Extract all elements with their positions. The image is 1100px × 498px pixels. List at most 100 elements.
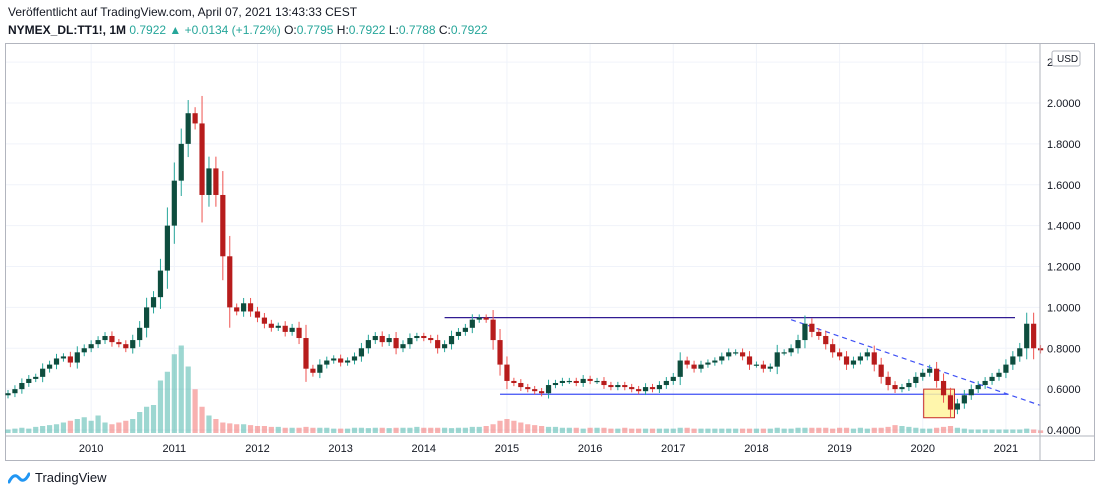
volume-bar xyxy=(733,428,739,433)
volume-bar xyxy=(123,420,129,433)
volume-bar xyxy=(310,427,316,433)
candle-body xyxy=(26,378,32,383)
candle-body xyxy=(324,360,330,365)
candle-body xyxy=(164,225,170,271)
candle-body xyxy=(123,344,129,349)
low-label: L: xyxy=(388,23,399,37)
volume-bar xyxy=(885,426,891,433)
price-tick-label: 1.6000 xyxy=(1047,180,1081,192)
volume-bar xyxy=(573,427,579,433)
volume-bar xyxy=(642,428,649,433)
candle-body xyxy=(317,364,323,373)
candle-body xyxy=(525,387,531,390)
volume-bar xyxy=(857,427,863,433)
candle-body xyxy=(622,385,628,388)
publish-caption: Veröffentlicht auf TradingView.com, Apri… xyxy=(8,5,358,19)
candle-body xyxy=(559,380,565,383)
candle-body xyxy=(691,364,697,369)
volume-bar xyxy=(400,427,406,433)
volume-bar xyxy=(74,419,80,433)
candle-body xyxy=(642,387,649,392)
candle-body xyxy=(421,335,427,339)
volume-bar xyxy=(441,427,448,433)
volume-bar xyxy=(338,428,344,433)
candle-body xyxy=(386,338,392,343)
candle-body xyxy=(906,382,912,388)
volume-bar xyxy=(428,427,434,433)
price-axis[interactable]: 2.20002.00001.80001.60001.40001.20001.00… xyxy=(1039,44,1081,461)
volume-bar xyxy=(864,428,870,433)
candle-body xyxy=(407,338,413,345)
candle-body xyxy=(954,403,961,410)
change-arrow-icon: ▲ xyxy=(169,23,182,37)
symbol-label[interactable]: NYMEX_DL:TT1!, 1M xyxy=(8,23,127,37)
volume-bar xyxy=(892,425,898,433)
chart-frame[interactable] xyxy=(5,43,1095,461)
candle-body xyxy=(282,325,288,332)
high-value: 0.7922 xyxy=(348,23,386,37)
low-value: 0.7788 xyxy=(398,23,436,37)
candle-body xyxy=(712,360,718,363)
candle-body xyxy=(60,356,67,359)
candle-body xyxy=(566,380,572,383)
candle-body xyxy=(726,352,732,357)
volume-bar xyxy=(636,428,642,433)
candle-body xyxy=(178,143,184,181)
volume-bar xyxy=(511,420,517,433)
volume-bar xyxy=(726,428,732,433)
volume-bar xyxy=(386,428,392,433)
time-axis[interactable]: 2010 2011 2012 2013 2014 2015 2016 2017 2018 2019… xyxy=(6,435,1094,455)
candle-body xyxy=(441,344,448,349)
candlestick-series xyxy=(5,95,1044,418)
candle-body xyxy=(878,364,884,377)
candle-body xyxy=(982,380,988,386)
volume-bar xyxy=(144,406,150,433)
price-tick-label: 0.8000 xyxy=(1047,343,1081,355)
volume-bar xyxy=(982,429,988,433)
volume-bars xyxy=(5,345,1044,433)
time-tick-label: 2017 xyxy=(661,443,685,455)
candle-body xyxy=(137,327,143,341)
candle-body xyxy=(601,380,607,386)
candle-body xyxy=(767,366,773,369)
candle-body xyxy=(483,317,489,320)
price-tick-label: 1.8000 xyxy=(1047,139,1081,151)
tradingview-branding[interactable]: TradingView xyxy=(8,470,107,485)
volume-bar xyxy=(1010,429,1016,433)
time-tick-label: 2014 xyxy=(412,443,436,455)
candle-body xyxy=(864,352,870,357)
candle-body xyxy=(109,335,115,343)
candle-body xyxy=(885,376,891,386)
volume-bar xyxy=(837,427,843,433)
volume-bar xyxy=(46,425,53,433)
volume-bar xyxy=(448,428,455,433)
time-tick-label: 2016 xyxy=(578,443,602,455)
candle-body xyxy=(913,376,919,383)
candle-body xyxy=(74,352,80,363)
candle-body xyxy=(289,327,295,332)
volume-bar xyxy=(372,427,378,433)
candle-body xyxy=(95,340,101,345)
time-tick-label: 2021 xyxy=(994,443,1018,455)
volume-bar xyxy=(608,428,614,433)
candle-body xyxy=(892,385,898,390)
candle-body xyxy=(1031,323,1037,349)
candle-body xyxy=(871,352,877,365)
volume-bar xyxy=(33,426,39,433)
candle-body xyxy=(1017,348,1023,357)
volume-bar xyxy=(830,428,836,433)
volume-bar xyxy=(344,428,351,433)
candle-body xyxy=(206,168,212,195)
candle-body xyxy=(719,356,725,361)
candle-body xyxy=(234,307,240,312)
volume-bar xyxy=(476,426,482,433)
volume-bar xyxy=(698,428,704,433)
volume-bar xyxy=(809,427,815,433)
candle-body xyxy=(393,338,399,349)
volume-bar xyxy=(927,428,933,433)
candle-body xyxy=(400,344,406,349)
volume-bar xyxy=(795,427,801,433)
candle-body xyxy=(1010,356,1016,365)
candle-body xyxy=(81,348,87,353)
